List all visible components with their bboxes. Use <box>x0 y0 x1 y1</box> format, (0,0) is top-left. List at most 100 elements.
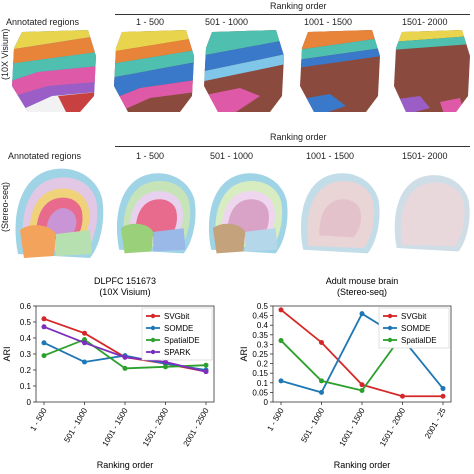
y-tick-label: 0.5 <box>20 318 32 327</box>
visium-annotated-regions <box>12 30 96 112</box>
data-point-spark <box>82 340 87 346</box>
legend-label: SOMDE <box>164 324 193 333</box>
legend-label: SPARK <box>164 348 191 357</box>
y-tick-label: 0.2 <box>257 360 269 369</box>
y-tick-label: 0.6 <box>20 302 32 311</box>
data-point-spark <box>163 359 168 365</box>
legend-label: SpatialDE <box>164 336 200 345</box>
x-tick-label: 1501 - 2000 <box>378 406 407 448</box>
x-tick-label: 1 - 500 <box>28 406 49 433</box>
legend-label: SVGbit <box>164 312 190 321</box>
legend-label: SVGbit <box>401 312 427 321</box>
ranking-bracket-mid <box>115 146 470 147</box>
legend-marker <box>150 325 156 331</box>
panel-label-mid-4: 1501- 2000 <box>402 151 448 161</box>
y-tick-label: 0.1 <box>257 379 269 388</box>
x-tick-label: 1001 - 1500 <box>101 406 130 448</box>
y-tick-label: 0.2 <box>20 366 32 375</box>
stereoseq-annotated-regions <box>15 168 104 258</box>
y-tick-label: 0 <box>264 398 269 407</box>
ranking-title-top: Ranking order <box>270 1 327 11</box>
data-point-spatialde <box>319 378 324 384</box>
panel-label-top-3: 1001 - 1500 <box>304 17 353 27</box>
data-point-spark <box>203 369 209 375</box>
x-tick-label: 1501 - 2000 <box>141 406 170 448</box>
panel-label-top-2: 501 - 1000 <box>205 17 249 27</box>
y-tick-label: 0.4 <box>20 334 32 343</box>
y-tick-label: 0.35 <box>252 331 268 340</box>
data-point-somde <box>319 389 324 395</box>
legend-marker <box>387 337 393 343</box>
y-tick-label: 0.1 <box>20 382 32 391</box>
data-point-somde <box>278 378 284 384</box>
legend-marker <box>387 313 393 319</box>
legend-label: SpatialDE <box>401 336 437 345</box>
data-point-svgbit <box>319 339 324 345</box>
data-point-svgbit <box>82 330 87 336</box>
x-tick-label: 501 - 1000 <box>299 406 326 444</box>
data-point-svgbit <box>400 393 405 399</box>
data-point-somde <box>41 340 47 346</box>
data-point-somde <box>359 311 365 317</box>
y-tick-label: 0.25 <box>252 350 268 359</box>
y-tick-label: 0 <box>27 398 32 407</box>
data-point-spatialde <box>163 364 168 370</box>
panel-label-mid-0: Annotated regions <box>8 151 82 161</box>
x-tick-label: 2001 - 2500 <box>182 406 211 448</box>
mouse-brain-ari-line-chart: Adult mouse brain(Stereo-seq) 00.050.10.1… <box>239 276 452 470</box>
chart-subtitle: (10X Visium) <box>99 287 150 297</box>
legend-marker <box>150 349 156 355</box>
panel-label-mid-3: 1001 - 1500 <box>306 151 355 161</box>
y-tick-label: 0.05 <box>252 388 268 397</box>
data-point-spark <box>41 324 47 330</box>
data-point-spatialde <box>203 362 209 368</box>
y-tick-label: 0.4 <box>257 321 269 330</box>
visium-rank-1001-1500 <box>300 30 380 112</box>
x-axis-label: Ranking order <box>97 460 154 470</box>
y-tick-label: 0.45 <box>252 312 268 321</box>
legend-marker <box>150 313 156 319</box>
data-point-spatialde <box>122 365 128 371</box>
legend-marker <box>150 337 156 343</box>
visium-rank-1501-2000 <box>394 30 470 112</box>
legend-marker <box>387 325 393 331</box>
panel-label-mid-2: 501 - 1000 <box>210 151 254 161</box>
data-point-svgbit <box>41 316 47 322</box>
y-axis-label: ARI <box>239 346 249 361</box>
stereoseq-rank-501-1000 <box>208 173 288 254</box>
x-tick-label: 1001 - 1500 <box>338 406 367 448</box>
panel-label-mid-1: 1 - 500 <box>136 151 165 161</box>
stereoseq-rank-1501-2000 <box>394 175 470 252</box>
data-point-spatialde <box>41 353 47 359</box>
stereoseq-rank-1-500 <box>116 173 196 254</box>
visium-rank-501-1000 <box>204 30 284 112</box>
panel-label-top-4: 1501- 2000 <box>402 17 448 27</box>
data-point-spatialde <box>278 338 284 344</box>
data-point-somde <box>440 386 446 392</box>
chart-title: Adult mouse brain <box>326 276 399 286</box>
dlpfc-ari-line-chart: DLPFC 151673(10X Visium) 0 0.1 0.2 0.3 0.4 0.5… <box>2 276 215 470</box>
y-axis-label: ARI <box>2 346 12 361</box>
data-point-svgbit <box>278 307 284 313</box>
x-tick-label: 501 - 1000 <box>62 406 89 444</box>
y-tick-label: 0.15 <box>252 369 268 378</box>
row-label-stereoseq: (Stereo-seq) <box>0 181 10 232</box>
data-point-somde <box>82 359 87 365</box>
panel-label-top-1: 1 - 500 <box>136 17 165 27</box>
data-point-svgbit <box>440 393 446 399</box>
panel-label-top-0: Annotated regions <box>6 17 80 27</box>
visium-rank-1-500 <box>114 30 194 112</box>
ranking-bracket-top <box>115 14 470 15</box>
x-tick-label: 1 - 500 <box>265 406 286 433</box>
ranking-title-mid: Ranking order <box>270 132 327 142</box>
chart-title: DLPFC 151673 <box>94 276 156 286</box>
data-point-spatialde <box>359 387 365 393</box>
data-point-spark <box>122 354 128 360</box>
y-tick-label: 0.3 <box>257 340 269 349</box>
y-tick-label: 0.3 <box>20 350 32 359</box>
data-point-svgbit <box>359 382 365 388</box>
legend-label: SOMDE <box>401 324 430 333</box>
y-tick-label: 0.5 <box>257 302 269 311</box>
stereoseq-rank-1001-1500 <box>300 173 380 254</box>
x-tick-label: 2001 - 25 <box>423 406 448 440</box>
